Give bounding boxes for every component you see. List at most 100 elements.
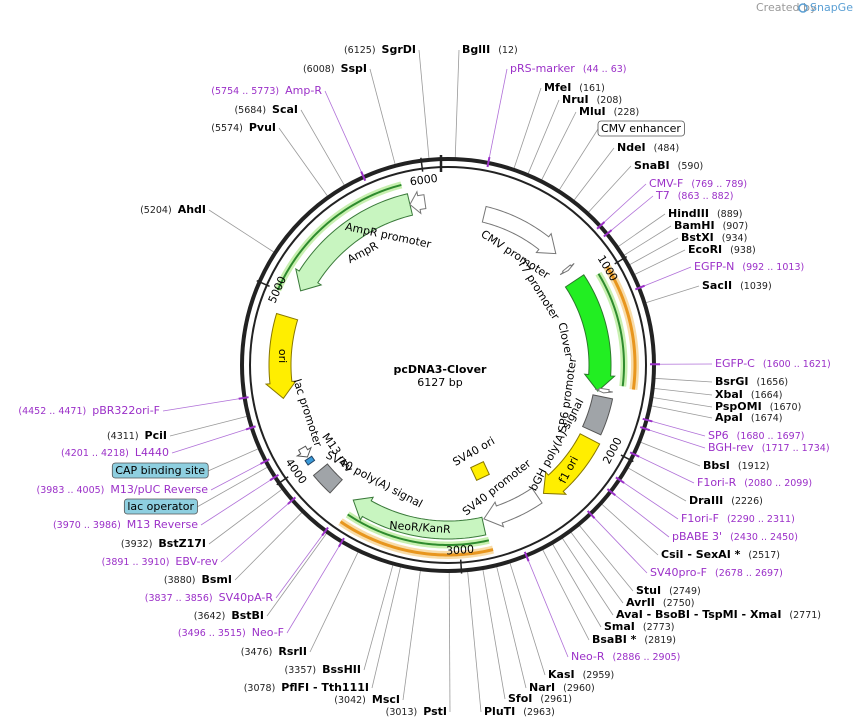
- connector: [587, 165, 632, 213]
- primer-tick: [360, 171, 367, 182]
- site-position: (6125): [344, 45, 376, 56]
- connector: [601, 503, 659, 556]
- site-name: F1ori-F: [681, 512, 719, 525]
- features: [264, 181, 639, 559]
- site-label: BstXI (934): [681, 231, 747, 244]
- feature-arrow: [295, 445, 312, 458]
- site-name: ApaI: [715, 411, 743, 424]
- connector: [639, 441, 701, 467]
- connector: [448, 571, 451, 713]
- site-position: (769 .. 789): [691, 179, 747, 190]
- feature-arrow: [483, 487, 543, 528]
- site-position: (2517): [748, 550, 780, 561]
- site-name: BstBI: [231, 609, 264, 622]
- site-label: MfeI (161): [544, 81, 605, 94]
- site-label: ApaI (1674): [715, 411, 783, 424]
- site-name: ScaI: [272, 103, 298, 116]
- ring-tick: [614, 255, 628, 265]
- site-position: (1912): [738, 461, 770, 472]
- site-position: (3042): [334, 695, 366, 706]
- map-length: 6127 bp: [417, 376, 462, 389]
- site-position: (2819): [644, 635, 676, 646]
- site-position: (5754 .. 5773): [211, 86, 279, 97]
- site-name: SspI: [341, 62, 367, 75]
- site-position: (3880): [164, 575, 196, 586]
- site-label: AvrII (2750): [626, 596, 695, 609]
- site-position: (2959): [583, 670, 615, 681]
- primer-tick: [321, 526, 329, 537]
- primer-tick: [523, 551, 530, 562]
- site-name: CMV-F: [649, 177, 683, 190]
- connector: [234, 511, 303, 581]
- connector: [220, 500, 292, 563]
- connector: [590, 514, 648, 574]
- site-position: (3357): [285, 665, 317, 676]
- site-label: NarI (2960): [529, 681, 595, 694]
- connector: [208, 209, 275, 253]
- connector: [496, 566, 527, 689]
- site-position: (590): [678, 161, 704, 172]
- primer-tick: [238, 396, 249, 400]
- site-name: KasI: [548, 668, 575, 681]
- site-name: CMV enhancer: [601, 122, 681, 135]
- site-label: (3357) BssHII: [285, 663, 361, 676]
- site-label: (4311) PciI: [107, 429, 167, 442]
- primer-tick: [603, 229, 613, 238]
- site-name: MluI: [579, 105, 606, 118]
- site-position: (907): [723, 221, 749, 232]
- connector: [324, 90, 364, 177]
- site-position: (5204): [140, 205, 172, 216]
- site-name: BGH-rev: [708, 441, 754, 454]
- arc: [347, 513, 490, 546]
- created-by: Created by: [756, 1, 817, 14]
- connector: [300, 109, 345, 186]
- connector: [558, 128, 599, 191]
- arc: [597, 273, 625, 387]
- site-label: DraIII (2226): [689, 494, 763, 507]
- connector: [509, 562, 546, 676]
- site-name: pRS-marker: [510, 62, 575, 75]
- site-position: (4311): [107, 431, 139, 442]
- site-name: F1ori-R: [697, 476, 737, 489]
- site-name: EBV-rev: [175, 555, 218, 568]
- site-position: (2749): [669, 586, 701, 597]
- site-name: CsiI - SexAI *: [661, 548, 741, 561]
- site-name: L4440: [135, 446, 169, 459]
- connector: [570, 531, 624, 604]
- site-label: EGFP-C (1600 .. 1621): [715, 357, 831, 370]
- connector: [513, 87, 542, 169]
- ring-tick: [256, 280, 270, 288]
- connector: [629, 237, 679, 266]
- site-name: NruI: [562, 93, 589, 106]
- site-position: (2771): [789, 610, 821, 621]
- site-label: (3476) RsrII: [241, 645, 307, 658]
- site-position: (3970 .. 3986): [53, 520, 121, 531]
- site-position: (44 .. 63): [583, 64, 627, 75]
- site-name: T7: [655, 189, 670, 202]
- connector: [266, 532, 328, 617]
- feature-label: lac promoter: [290, 377, 324, 448]
- site-position: (2773): [643, 622, 675, 633]
- feature-arrow: [564, 274, 616, 392]
- connector: [650, 405, 713, 419]
- site-position: (2290 .. 2311): [727, 514, 795, 525]
- site-name: NdeI: [617, 141, 646, 154]
- feature-arrow: [295, 193, 414, 292]
- site-label: F1ori-R (2080 .. 2099): [697, 476, 812, 489]
- site-label: NdeI (484): [617, 141, 679, 154]
- site-label: (4452 .. 4471) pBR322ori-F: [18, 404, 160, 417]
- feature-arrow: [312, 463, 343, 494]
- primer-tick: [596, 221, 606, 230]
- site-position: (12): [498, 45, 518, 56]
- connector: [573, 147, 615, 201]
- site-label: StuI (2749): [636, 584, 701, 597]
- site-name: pBABE 3': [672, 530, 722, 543]
- connector: [578, 524, 634, 592]
- site-name: PvuI: [249, 121, 276, 134]
- site-position: (2963): [523, 707, 555, 718]
- site-name: BsrGI: [715, 375, 748, 388]
- feature-arrow: [542, 433, 601, 495]
- site-position: (1670): [770, 402, 802, 413]
- logo-icon: [798, 3, 808, 13]
- primer-tick: [615, 476, 625, 484]
